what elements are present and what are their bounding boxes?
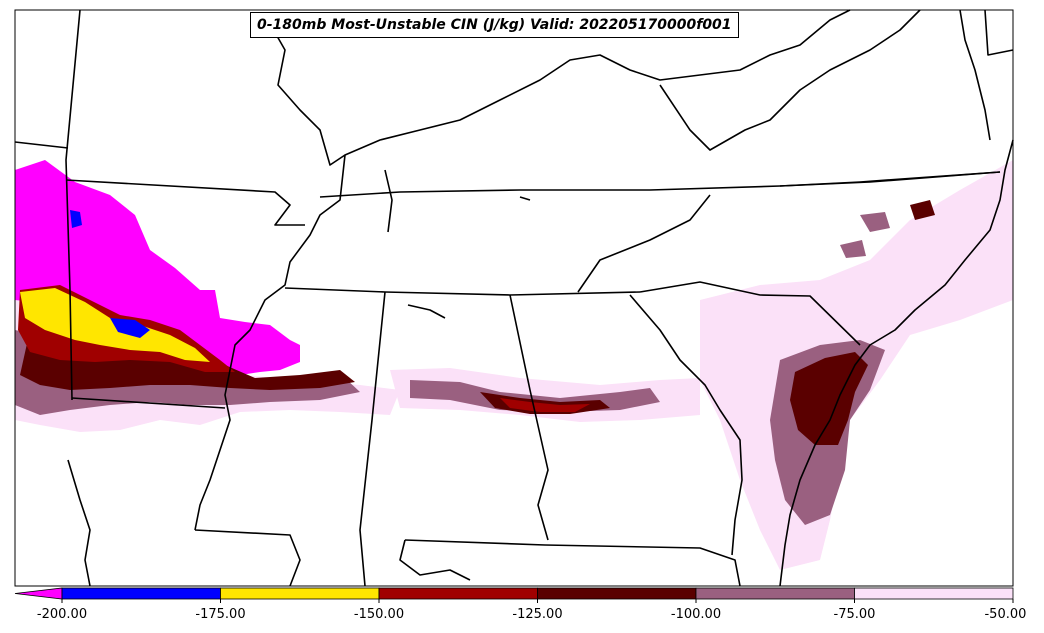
boundary-al-ga [509, 294, 549, 541]
coast-chesapeake [959, 9, 991, 141]
colorbar-extend-arrow [14, 587, 63, 600]
river-savannah [629, 294, 743, 556]
boundary-nc-va [779, 171, 1001, 187]
colorbar-tick-label: -125.00 [512, 607, 563, 622]
coast-gulf [399, 539, 471, 581]
boundary-tx-la [67, 459, 91, 587]
map-title: 0-180mb Most-Unstable CIN (J/kg) Valid: … [250, 12, 739, 38]
boundary-ok-ks [14, 141, 69, 149]
colorbar-bin [378, 587, 538, 600]
cin-region-blue-west-1 [110, 318, 150, 338]
cin-shading [15, 160, 1013, 570]
cin-region-magenta-west [15, 160, 300, 375]
boundary-wv-va [659, 9, 921, 151]
colorbar-tick-label: -175.00 [195, 607, 246, 622]
colorbar-tick-label: -150.00 [353, 607, 405, 622]
map-frame [14, 9, 1014, 587]
boundary-ms-al [359, 291, 386, 587]
boundary-ar-la [71, 397, 226, 409]
cin-region-darkred-east [790, 352, 868, 445]
cin-region-darkred-nc [910, 200, 935, 220]
cin-region-red-central [500, 398, 590, 412]
colorbar-tick-label: -50.00 [984, 607, 1027, 622]
boundary-mo-west [65, 9, 81, 401]
boundary-ga-fl [404, 539, 741, 587]
cin-region-mauve-nc2 [840, 240, 866, 258]
lake-al [407, 304, 446, 319]
cin-region-blue-west-2 [70, 210, 82, 228]
boundary-tn-south [284, 287, 641, 296]
colorbar-tick-label: -75.00 [833, 607, 876, 622]
boundary-sc-nc [639, 281, 861, 346]
river-ohio [344, 9, 851, 156]
colorbar-tick-label: -100.00 [670, 607, 722, 622]
colorbar-bin [220, 587, 380, 600]
boundary-la-ms [194, 529, 301, 587]
coast-atlantic [779, 139, 1014, 587]
colorbar [14, 587, 1014, 603]
cin-region-mauve-nc [860, 212, 890, 232]
lake-kentucky [519, 196, 531, 201]
river-mississippi [194, 14, 346, 531]
colorbar-bin [854, 587, 1014, 600]
boundary-mo-ar [65, 179, 305, 226]
river-tennessee [384, 169, 711, 293]
colorbar-bin [695, 587, 855, 600]
boundary-de [984, 9, 1014, 56]
colorbar-bin [61, 587, 221, 600]
map-boundaries [14, 9, 1014, 587]
colorbar-tick-label: -200.00 [36, 607, 88, 622]
colorbar-bin [537, 587, 697, 600]
